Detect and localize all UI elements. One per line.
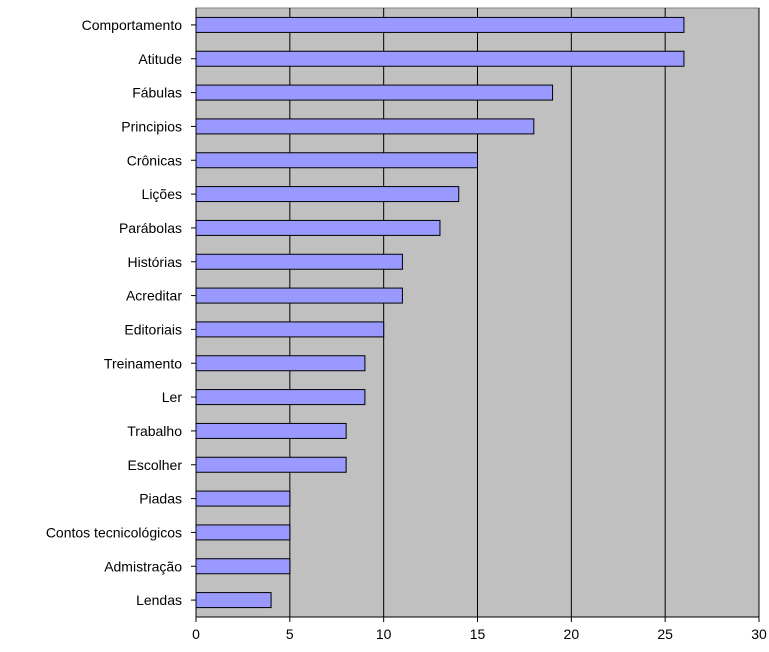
category-label-5: Lições bbox=[142, 186, 182, 202]
bar-16 bbox=[195, 558, 291, 575]
bar-0 bbox=[195, 16, 685, 33]
category-label-16: Admistração bbox=[104, 558, 182, 574]
category-label-4: Crônicas bbox=[127, 152, 182, 168]
bar-9 bbox=[195, 321, 385, 338]
bar-17 bbox=[195, 592, 272, 609]
bar-1 bbox=[195, 50, 685, 67]
category-label-0: Comportamento bbox=[82, 17, 183, 33]
category-label-15: Contos tecnicológicos bbox=[46, 524, 182, 540]
bar-2 bbox=[195, 84, 554, 101]
category-label-12: Trabalho bbox=[127, 423, 182, 439]
category-label-7: Histórias bbox=[128, 254, 182, 270]
bar-7 bbox=[195, 253, 403, 270]
category-label-3: Principios bbox=[121, 118, 182, 134]
x-tick-label-3: 15 bbox=[470, 626, 486, 642]
grid-lines bbox=[289, 8, 760, 617]
bar-4 bbox=[195, 152, 478, 169]
bar-15 bbox=[195, 524, 291, 541]
bar-14 bbox=[195, 490, 291, 507]
bar-3 bbox=[195, 118, 535, 135]
category-label-13: Escolher bbox=[128, 457, 183, 473]
category-label-6: Parábolas bbox=[119, 220, 182, 236]
category-label-8: Acreditar bbox=[126, 288, 182, 304]
category-labels: Comportamento Atitude Fábulas Principios Crô… bbox=[46, 17, 196, 608]
category-label-11: Ler bbox=[162, 389, 183, 405]
category-label-17: Lendas bbox=[136, 592, 182, 608]
bars bbox=[195, 16, 685, 609]
category-label-14: Piadas bbox=[139, 491, 182, 507]
bar-8 bbox=[195, 287, 403, 304]
category-label-9: Editoriais bbox=[124, 321, 182, 337]
x-tick-label-5: 25 bbox=[657, 626, 673, 642]
bar-6 bbox=[195, 219, 441, 236]
bar-10 bbox=[195, 355, 366, 372]
x-tick-label-6: 30 bbox=[751, 626, 767, 642]
category-label-2: Fábulas bbox=[132, 85, 182, 101]
x-tick-label-1: 5 bbox=[286, 626, 294, 642]
x-tick-label-2: 10 bbox=[376, 626, 392, 642]
bar-12 bbox=[195, 422, 347, 439]
x-tick-label-4: 20 bbox=[564, 626, 580, 642]
bar-5 bbox=[195, 186, 460, 203]
bar-11 bbox=[195, 389, 366, 406]
category-label-1: Atitude bbox=[138, 51, 182, 67]
x-tick-label-0: 0 bbox=[192, 626, 200, 642]
category-label-10: Treinamento bbox=[104, 355, 182, 371]
bar-13 bbox=[195, 456, 347, 473]
x-tick-labels: 0 5 10 15 20 25 30 bbox=[192, 617, 767, 642]
